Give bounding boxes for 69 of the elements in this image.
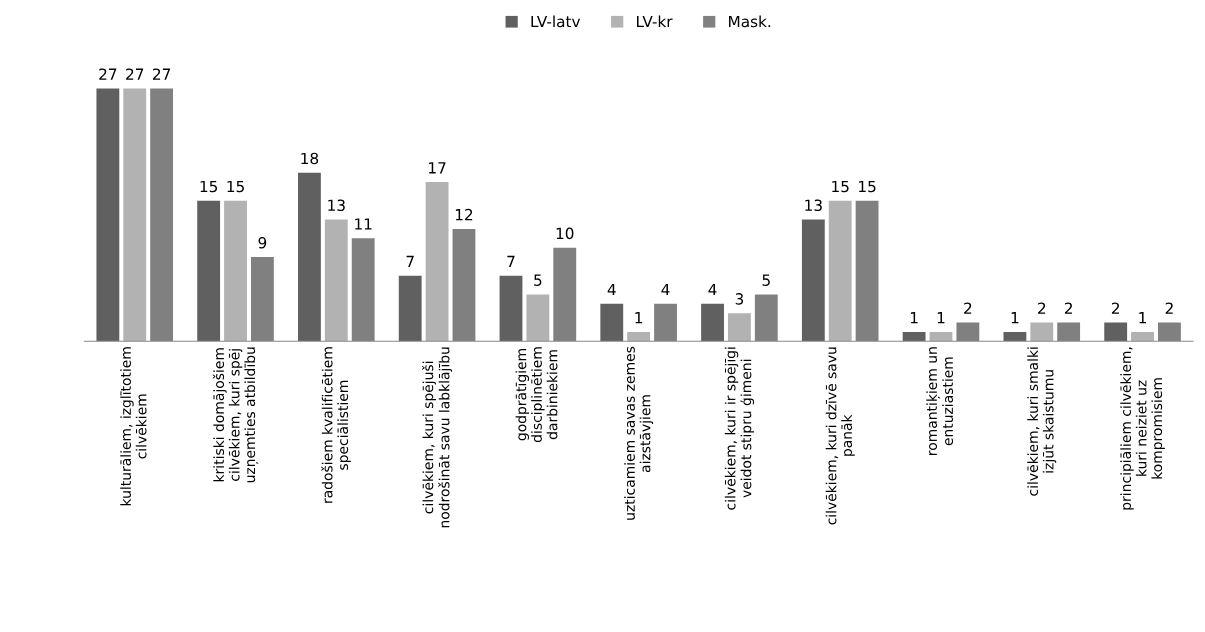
data-label: 15 xyxy=(832,180,849,193)
data-label: 4 xyxy=(607,283,616,296)
bar xyxy=(324,219,348,342)
data-label: 27 xyxy=(153,68,171,80)
bar xyxy=(1131,331,1154,342)
x-tick-label: radošiem kvalificētiem speciālistiem xyxy=(321,347,351,503)
data-label: 15 xyxy=(227,180,244,193)
data-label: 10 xyxy=(556,227,574,240)
bar xyxy=(929,331,953,342)
x-tick-label: cilvēkiem, kuri dzīvē savu panāk xyxy=(825,347,855,525)
x-tick-label: cilvēkiem, kuri smalki izjūt skaistumu xyxy=(1027,347,1057,496)
x-tick-label: cilvēkiem, kuri spējuši nodrošināt savu labklājību xyxy=(421,347,453,528)
x-tick-label: cilvēkiem, kuri ir spējīgi veidot stipru ģimeni xyxy=(724,347,755,510)
data-label: 2 xyxy=(964,302,972,314)
bar xyxy=(526,294,550,342)
data-label: 2 xyxy=(1038,302,1046,314)
data-label: 7 xyxy=(406,255,414,268)
legend-label: LV-latv xyxy=(531,15,581,28)
data-label: 7 xyxy=(507,255,515,268)
data-label: 12 xyxy=(455,208,473,221)
bar xyxy=(224,200,247,342)
bar xyxy=(600,303,624,342)
data-label: 15 xyxy=(859,180,876,193)
x-tick-label: romantiķiem un entuziastiem xyxy=(926,347,954,455)
x-tick-label: kritiski domājošiem cilvēkiem, kuri spēj uzņemties atbildību xyxy=(212,347,259,483)
x-tick-label: principiāliem cilvēkiem, kuri neiziet uz kompromisiem xyxy=(1120,347,1165,510)
bar xyxy=(728,313,751,342)
data-label: 1 xyxy=(1139,312,1147,324)
data-label: 1 xyxy=(910,312,918,324)
bar xyxy=(298,172,321,342)
bar xyxy=(1030,322,1054,342)
data-label: 3 xyxy=(735,293,744,305)
data-label: 9 xyxy=(258,236,267,249)
bar xyxy=(425,182,449,342)
data-label: 2 xyxy=(1165,302,1173,314)
bar xyxy=(398,275,422,342)
data-label: 27 xyxy=(99,68,117,80)
data-label: 1 xyxy=(1011,312,1019,324)
bar xyxy=(1003,331,1027,342)
data-label: 2 xyxy=(1064,302,1072,314)
data-label: 18 xyxy=(301,152,319,165)
data-label: 11 xyxy=(355,218,372,230)
legend-label: Mask. xyxy=(729,15,771,28)
bar xyxy=(1104,322,1128,342)
bar xyxy=(197,200,221,342)
bar xyxy=(902,331,926,342)
data-label: 1 xyxy=(635,312,643,324)
data-label: 13 xyxy=(805,199,822,212)
x-tick-label: godprātīgiem disciplinētiem darbiniekiem xyxy=(515,347,558,443)
data-label: 4 xyxy=(661,283,670,296)
bar xyxy=(499,275,523,342)
x-tick-label: uzticamiem savas zemes aizstāvjiem xyxy=(624,346,654,520)
data-label: 1 xyxy=(937,312,945,324)
bar xyxy=(627,331,651,342)
data-label: 27 xyxy=(126,68,144,80)
data-label: 17 xyxy=(429,162,446,174)
x-tick-label: kulturāliem, izglītotiem cilvēkiem xyxy=(120,347,147,506)
data-label: 2 xyxy=(1111,302,1120,314)
data-label: 5 xyxy=(534,274,542,286)
bar xyxy=(123,88,147,342)
bar xyxy=(801,219,825,342)
bar xyxy=(701,303,724,342)
bar xyxy=(828,200,852,342)
data-label: 5 xyxy=(762,274,770,286)
data-label: 4 xyxy=(708,283,717,296)
data-label: 13 xyxy=(328,199,345,212)
legend-label: LV-kr xyxy=(637,15,673,28)
bar xyxy=(96,88,120,342)
data-label: 15 xyxy=(200,180,218,193)
